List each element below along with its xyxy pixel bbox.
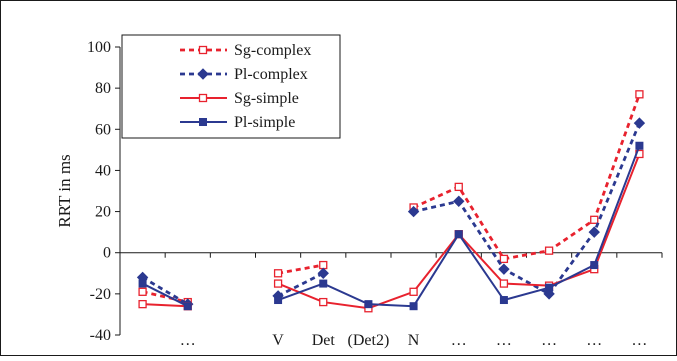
data-point — [138, 299, 147, 309]
y-tick-label: 80 — [95, 80, 111, 97]
data-point — [273, 279, 283, 288]
x-tick-label: … — [631, 332, 647, 349]
y-tick-label: -40 — [90, 327, 111, 344]
data-point — [588, 226, 600, 238]
data-point — [273, 269, 283, 278]
x-tick-label: … — [496, 332, 512, 349]
legend-label: Sg-simple — [234, 90, 299, 107]
data-point — [138, 279, 147, 288]
series-line — [142, 282, 189, 308]
data-point — [499, 296, 508, 305]
x-tick-label: V — [272, 332, 284, 349]
data-point — [544, 246, 554, 255]
x-tick-label: Det — [312, 332, 336, 349]
data-point — [499, 254, 509, 264]
y-axis-title: RRT in ms — [55, 154, 74, 227]
data-point — [319, 297, 328, 307]
y-tick-label: 0 — [103, 245, 111, 262]
data-point — [633, 117, 646, 129]
data-point — [364, 300, 373, 309]
data-point — [409, 302, 418, 311]
legend-label: Pl-complex — [234, 66, 308, 83]
data-point — [590, 215, 599, 224]
x-tick-label: (Det2) — [348, 332, 390, 349]
data-point — [635, 141, 644, 150]
x-tick-label: … — [541, 332, 557, 349]
legend-label: Pl-simple — [234, 114, 295, 131]
data-point — [545, 283, 554, 292]
axes: -40 -20 0 20 40 60 80 100 … V Det (Det2) N … … … … … RRT i… — [55, 39, 663, 349]
y-tick-label: -20 — [90, 286, 111, 303]
data-point — [453, 195, 465, 207]
data-point — [499, 279, 509, 288]
legend-marker — [197, 68, 209, 80]
data-point — [138, 287, 147, 296]
legend-marker — [199, 118, 207, 126]
data-point — [274, 296, 283, 305]
data-point — [319, 260, 328, 270]
data-point — [183, 302, 192, 311]
x-tick-label: … — [451, 332, 467, 349]
series-line — [277, 263, 324, 275]
x-tick-label: N — [408, 332, 420, 349]
x-tick-label: … — [586, 332, 602, 349]
data-point — [409, 287, 418, 296]
series-group — [136, 90, 646, 313]
data-point — [498, 263, 510, 275]
series-line — [142, 303, 188, 308]
data-point — [319, 279, 328, 288]
legend-label: Sg-complex — [234, 42, 311, 59]
data-point — [407, 205, 420, 218]
legend: Sg-complex Pl-complex Sg-simple Pl-simple — [121, 34, 341, 139]
y-tick-label: 20 — [95, 204, 111, 221]
legend-box — [121, 34, 341, 139]
y-tick-label: 60 — [95, 121, 111, 138]
series-line — [142, 290, 189, 304]
data-point — [454, 230, 463, 239]
data-point — [590, 261, 599, 270]
data-point — [635, 90, 644, 99]
data-point — [317, 267, 329, 279]
series-line — [413, 122, 641, 296]
series-pl-simple — [138, 141, 644, 311]
y-tick-label: 100 — [87, 39, 111, 56]
series-pl-complex — [136, 117, 646, 310]
x-tick-label: … — [180, 332, 196, 349]
y-tick-label: 40 — [95, 162, 111, 179]
series-sg-complex — [138, 90, 644, 307]
legend-marker — [198, 93, 208, 103]
series-line — [413, 93, 641, 261]
data-point — [454, 182, 463, 192]
legend-marker — [198, 45, 208, 55]
